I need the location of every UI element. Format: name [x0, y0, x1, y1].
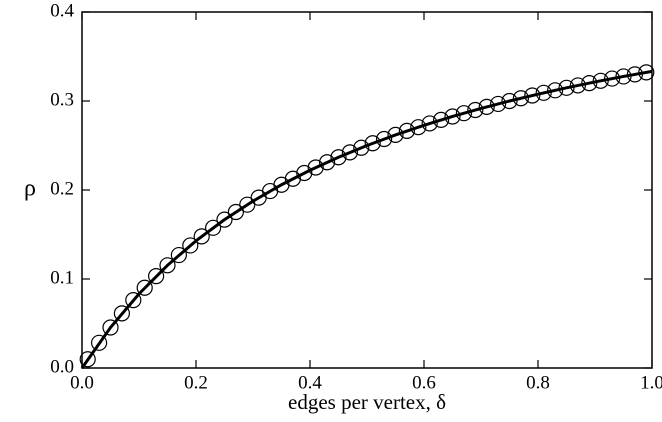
point	[319, 154, 336, 171]
y-axis-label: ρ	[24, 176, 36, 202]
point	[467, 101, 484, 119]
point	[113, 305, 131, 322]
y-tick-label: 0.1	[50, 267, 74, 288]
point	[455, 105, 472, 122]
point	[353, 139, 370, 156]
plot-frame	[81, 11, 653, 369]
point	[410, 119, 427, 136]
y-tick-label: 0.4	[50, 0, 74, 21]
point	[193, 228, 210, 245]
point	[535, 84, 552, 101]
point	[490, 95, 507, 113]
point	[478, 98, 495, 115]
point	[296, 164, 313, 182]
point	[182, 237, 199, 254]
point	[79, 351, 96, 368]
point	[136, 279, 153, 296]
point	[341, 144, 358, 161]
x-tick-label: 0.8	[526, 372, 550, 393]
point	[558, 79, 575, 96]
point	[148, 268, 165, 285]
point	[90, 334, 108, 351]
point	[433, 111, 450, 128]
x-tick-label: 0.0	[70, 372, 94, 393]
x-tick-label: 0.2	[184, 372, 208, 393]
point	[205, 219, 222, 236]
point	[501, 92, 518, 110]
point	[444, 108, 461, 125]
point	[227, 203, 244, 221]
point	[524, 87, 541, 104]
point	[376, 130, 393, 148]
x-tick-label: 0.6	[412, 372, 436, 393]
point	[307, 159, 324, 176]
point	[216, 211, 233, 228]
x-tick-label: 1.0	[640, 372, 662, 393]
point	[102, 319, 119, 336]
x-tick-label: 0.4	[298, 372, 322, 393]
point	[421, 115, 438, 132]
y-tick-label: 0.0	[50, 356, 74, 377]
point	[125, 291, 142, 309]
point	[546, 82, 564, 99]
x-axis-label: edges per vertex, δ	[288, 390, 446, 414]
y-tick-label: 0.3	[50, 89, 74, 110]
point	[170, 246, 187, 264]
y-tick-label: 0.2	[50, 178, 74, 199]
point	[387, 126, 404, 144]
curve	[80, 69, 653, 369]
point	[364, 135, 381, 152]
point	[159, 257, 176, 274]
point	[398, 122, 415, 140]
point	[330, 149, 347, 166]
point	[512, 90, 530, 107]
